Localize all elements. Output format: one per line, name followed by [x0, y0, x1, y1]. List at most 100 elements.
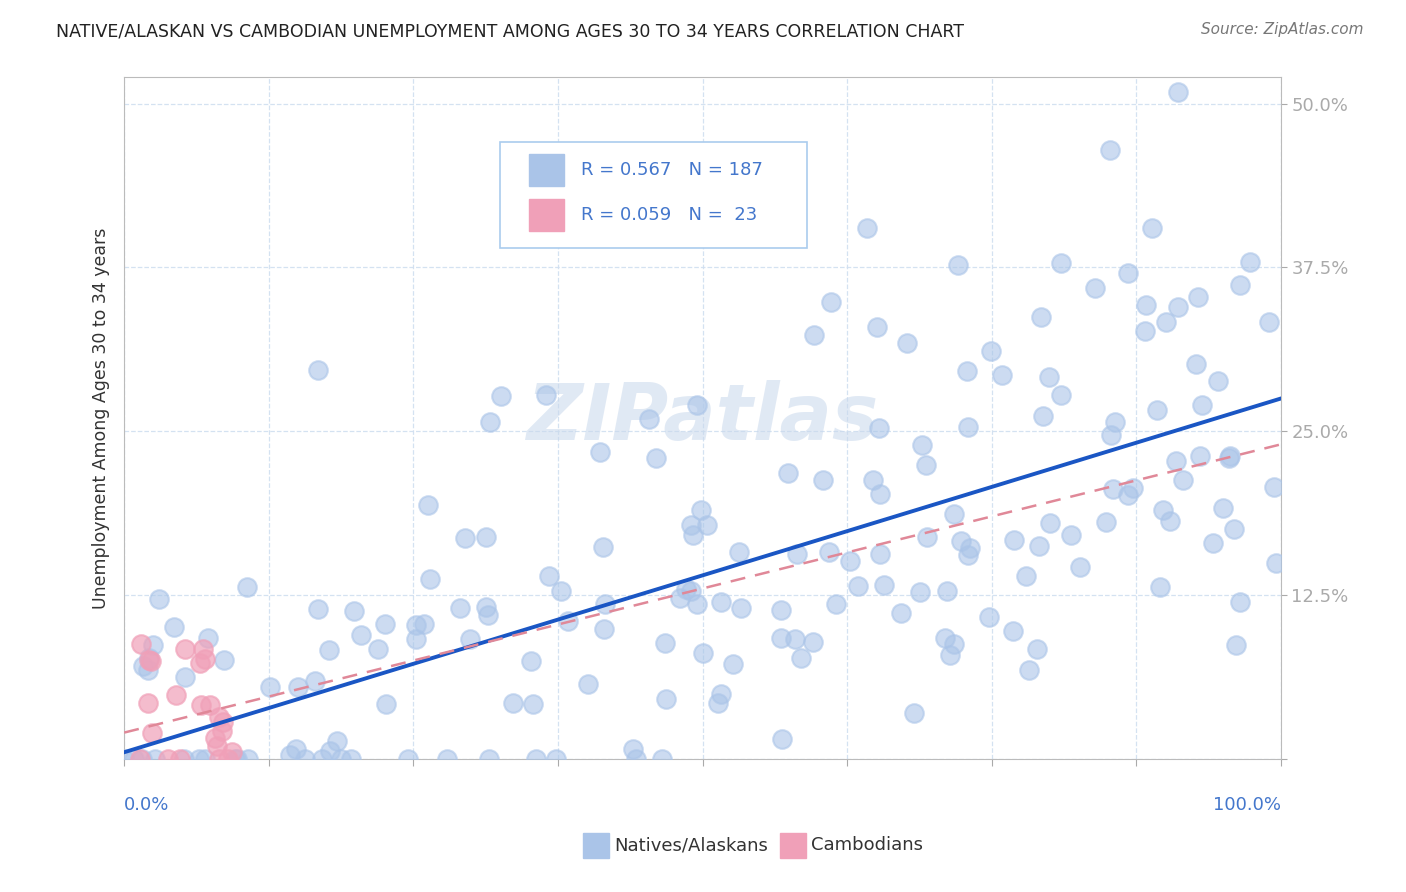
Point	[139, 654, 162, 668]
FancyBboxPatch shape	[501, 142, 807, 248]
Point	[131, 752, 153, 766]
Point	[502, 696, 524, 710]
Point	[1159, 514, 1181, 528]
Point	[770, 731, 793, 746]
Point	[1223, 522, 1246, 536]
Point	[1116, 488, 1139, 502]
Point	[307, 363, 329, 377]
Point	[454, 531, 477, 545]
Point	[294, 752, 316, 766]
Point	[405, 632, 427, 646]
Point	[1229, 277, 1251, 292]
Point	[638, 412, 661, 426]
Point	[285, 742, 308, 756]
Point	[546, 752, 568, 766]
Text: R = 0.059   N =  23: R = 0.059 N = 23	[581, 206, 758, 224]
Point	[1188, 449, 1211, 463]
Point	[769, 603, 792, 617]
Point	[862, 474, 884, 488]
Point	[1002, 624, 1025, 638]
Point	[592, 541, 614, 555]
Point	[866, 319, 889, 334]
Point	[692, 646, 714, 660]
Point	[475, 530, 498, 544]
Point	[318, 643, 340, 657]
Point	[162, 620, 184, 634]
Point	[1206, 375, 1229, 389]
Point	[1212, 500, 1234, 515]
Point	[1229, 595, 1251, 609]
Point	[259, 681, 281, 695]
Point	[1069, 559, 1091, 574]
Text: Natives/Alaskans: Natives/Alaskans	[614, 837, 768, 855]
Point	[908, 585, 931, 599]
Point	[449, 601, 471, 615]
Point	[690, 502, 713, 516]
Point	[943, 637, 966, 651]
Point	[730, 601, 752, 615]
Point	[173, 670, 195, 684]
Point	[576, 677, 599, 691]
Point	[304, 674, 326, 689]
Point	[458, 632, 481, 646]
Text: R = 0.567   N = 187: R = 0.567 N = 187	[581, 161, 763, 179]
Point	[679, 518, 702, 533]
Point	[1154, 315, 1177, 329]
Point	[1257, 315, 1279, 329]
Point	[187, 752, 209, 766]
Point	[811, 473, 834, 487]
Text: 0.0%: 0.0%	[124, 797, 170, 814]
Bar	[529, 154, 564, 186]
Point	[375, 698, 398, 712]
Point	[1084, 281, 1107, 295]
Point	[208, 752, 231, 766]
Point	[343, 604, 366, 618]
Point	[682, 528, 704, 542]
Point	[225, 752, 247, 766]
Point	[194, 752, 217, 766]
Point	[339, 752, 361, 766]
Point	[1026, 642, 1049, 657]
Point	[477, 608, 499, 623]
Point	[1146, 402, 1168, 417]
Point	[217, 752, 239, 766]
Point	[221, 745, 243, 759]
Point	[190, 698, 212, 713]
Point	[188, 656, 211, 670]
Point	[939, 648, 962, 662]
Point	[914, 458, 936, 472]
Point	[1122, 481, 1144, 495]
Point	[1050, 388, 1073, 402]
Point	[131, 637, 153, 651]
Point	[1263, 480, 1285, 494]
Bar	[529, 199, 564, 231]
Point	[142, 639, 165, 653]
Point	[366, 641, 388, 656]
Point	[138, 651, 160, 665]
Point	[1018, 663, 1040, 677]
Point	[890, 606, 912, 620]
Point	[522, 697, 544, 711]
Point	[191, 641, 214, 656]
Point	[990, 368, 1012, 382]
Point	[1171, 473, 1194, 487]
Point	[374, 617, 396, 632]
Text: Cambodians: Cambodians	[811, 837, 924, 855]
Point	[475, 600, 498, 615]
Point	[238, 752, 260, 766]
Point	[524, 752, 547, 766]
Point	[236, 580, 259, 594]
Point	[696, 518, 718, 533]
Text: ZIPatlas: ZIPatlas	[526, 380, 879, 456]
Point	[934, 631, 956, 645]
Point	[148, 592, 170, 607]
Point	[868, 421, 890, 435]
Point	[592, 622, 614, 636]
Point	[1101, 483, 1123, 497]
Point	[416, 498, 439, 512]
Point	[820, 294, 842, 309]
Point	[1225, 638, 1247, 652]
Point	[205, 739, 228, 753]
Point	[1116, 266, 1139, 280]
Point	[644, 451, 666, 466]
